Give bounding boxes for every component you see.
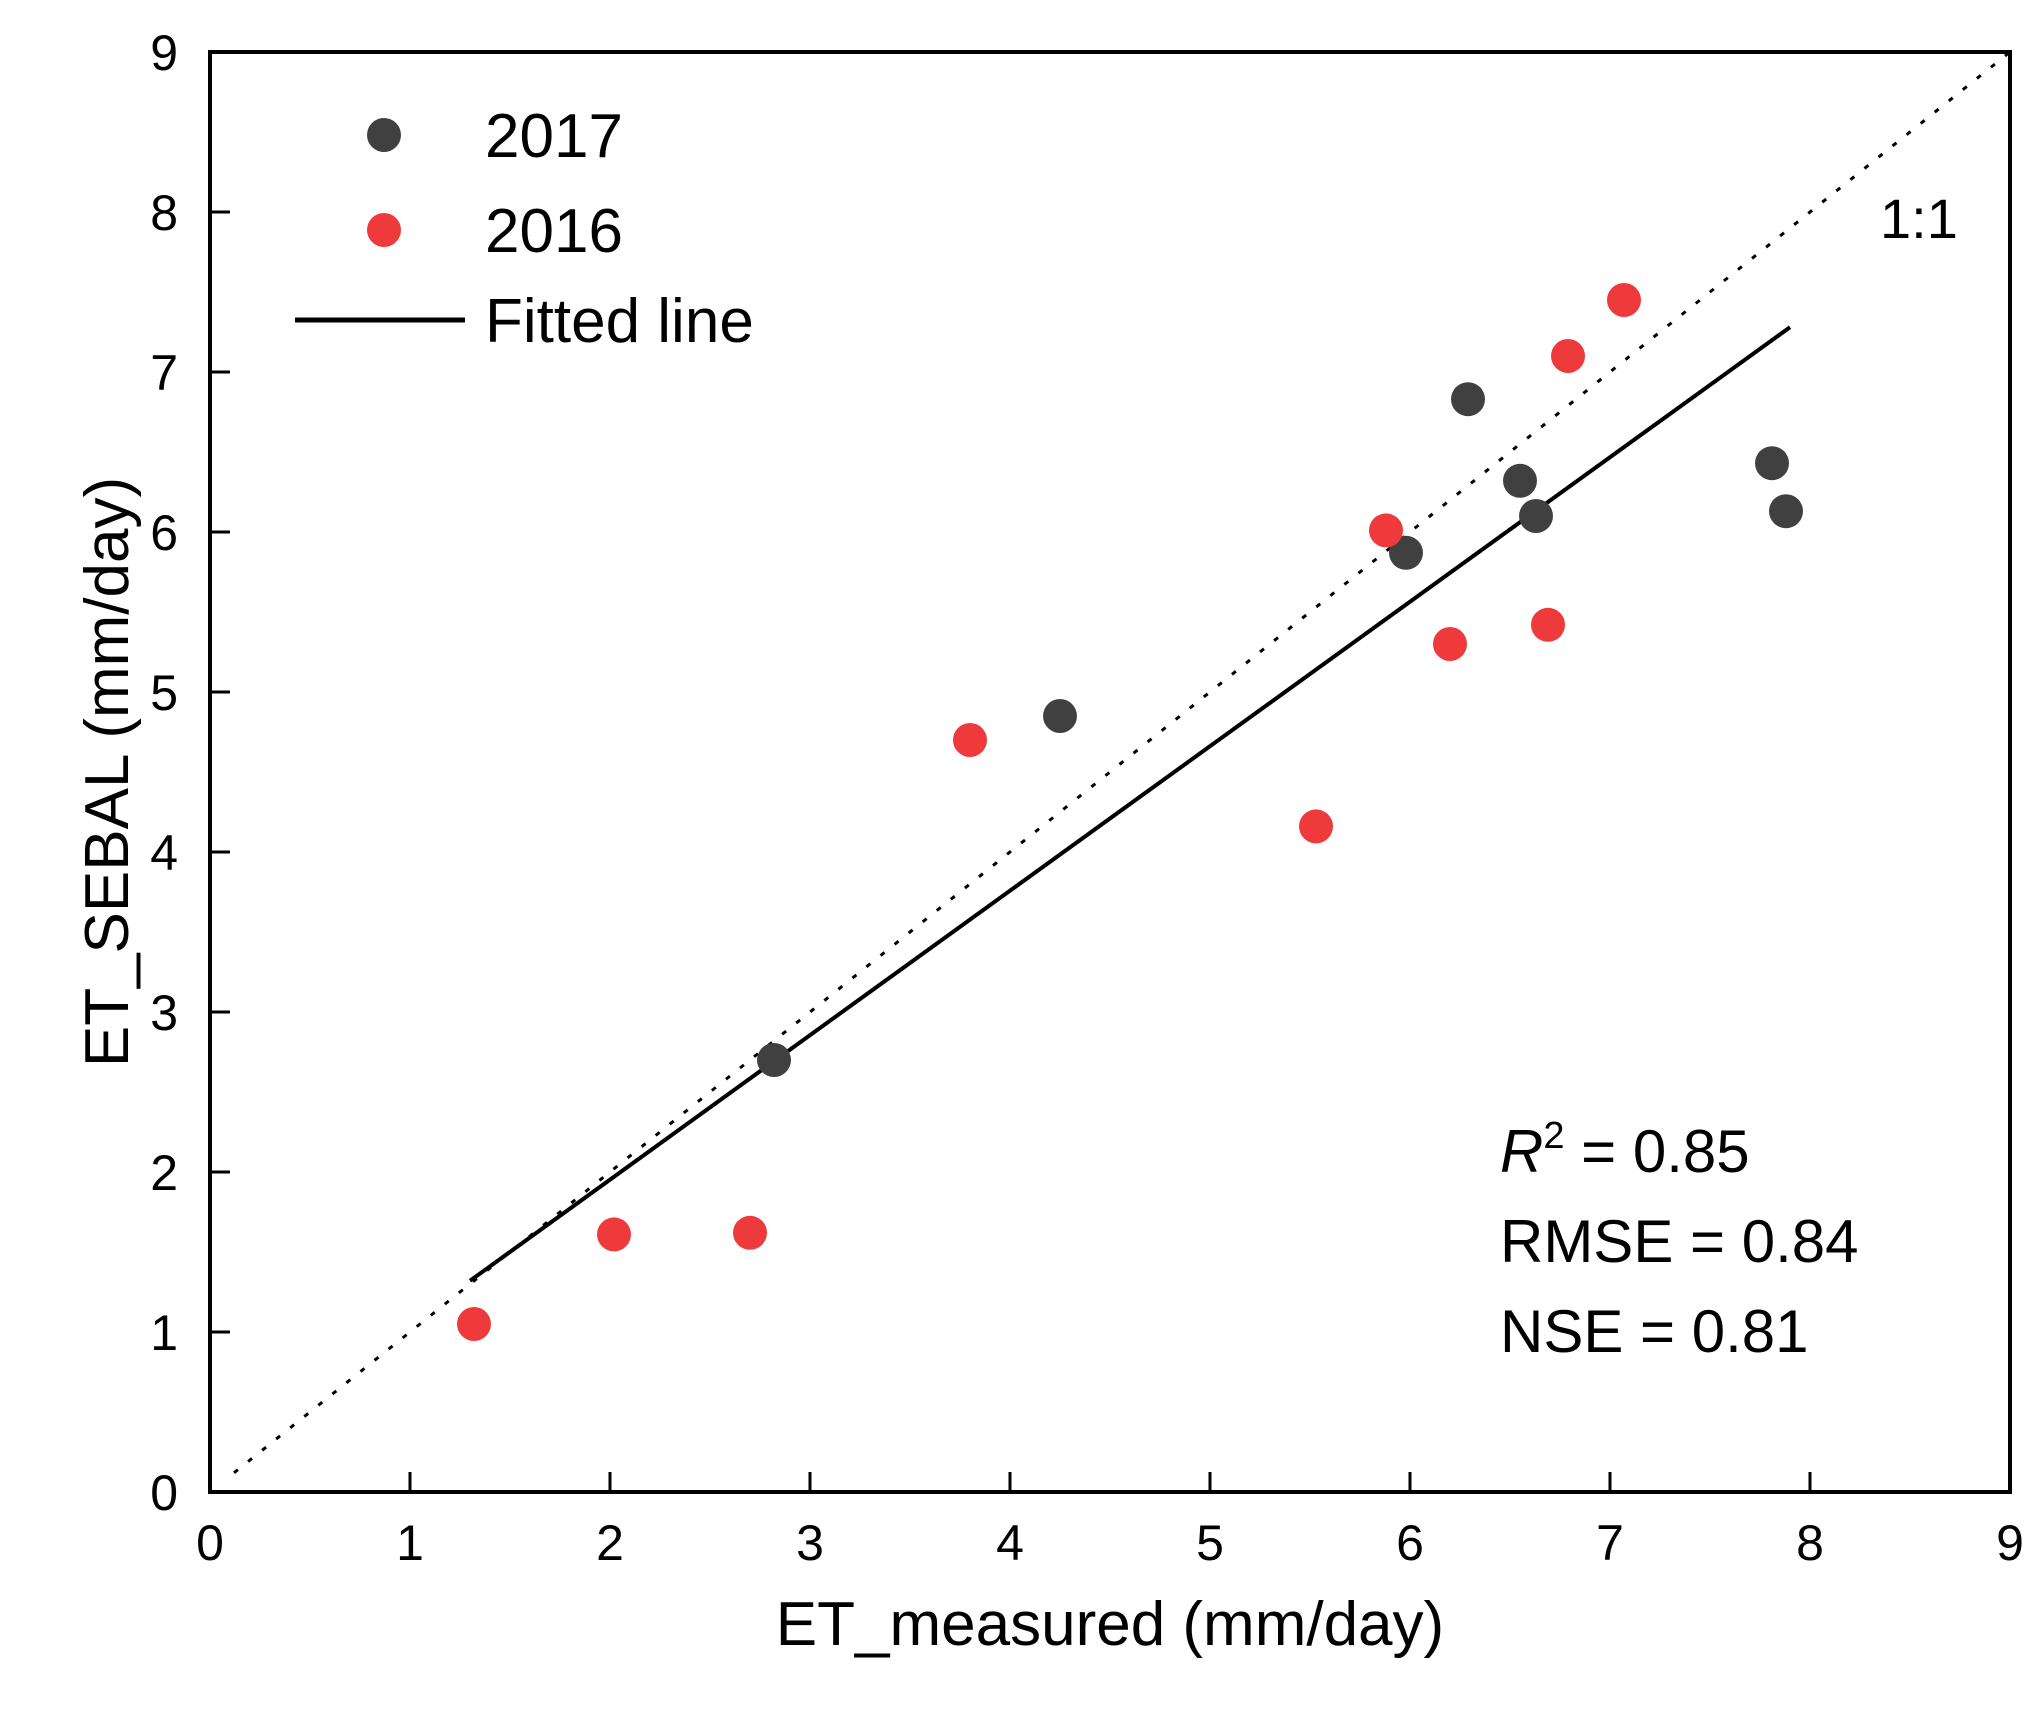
x-tick-label: 2	[596, 1515, 624, 1571]
y-axis-ticks: 0 1 2 3 4 5 6 7 8 9	[150, 25, 230, 1521]
data-point-2017	[1043, 699, 1077, 733]
data-point-2016	[1369, 513, 1403, 548]
x-tick-label: 4	[996, 1515, 1024, 1571]
x-tick-label: 0	[196, 1515, 224, 1571]
data-point-2017	[1503, 463, 1537, 498]
y-tick-label: 1	[150, 1305, 178, 1361]
data-point-2016	[457, 1307, 491, 1341]
plot-area	[208, 50, 2012, 1494]
reference-line-label: 1:1	[1880, 187, 1958, 250]
data-point-2016	[733, 1215, 767, 1250]
data-point-2017	[1755, 446, 1789, 481]
y-tick-label: 7	[150, 345, 178, 401]
x-tick-label: 5	[1196, 1515, 1224, 1571]
data-point-2017	[1389, 535, 1423, 570]
data-point-2016	[953, 723, 987, 757]
x-tick-label: 9	[1996, 1515, 2024, 1571]
data-point-2017	[1451, 382, 1485, 417]
data-point-2016	[1299, 809, 1333, 844]
x-tick-label: 8	[1796, 1515, 1824, 1571]
data-point-2016	[1531, 607, 1565, 642]
fitted-line	[468, 325, 1792, 1283]
x-axis-ticks: 0 1 2 3 4 5 6 7 8 9	[196, 1472, 2024, 1571]
legend: 2017 2016 Fitted line	[295, 102, 754, 356]
nse-stat: NSE = 0.81	[1500, 1298, 1809, 1365]
data-point-2017	[1519, 499, 1553, 533]
data-point-2016	[1551, 339, 1585, 373]
y-tick-label: 5	[150, 665, 178, 721]
x-tick-label: 3	[796, 1515, 824, 1571]
data-point-2017	[1769, 494, 1803, 529]
y-axis-label: ET_SEBAL (mm/day)	[73, 477, 142, 1067]
legend-marker-2017	[367, 118, 401, 152]
r-squared-symbol: R	[1500, 1118, 1543, 1185]
r-squared-value: = 0.85	[1564, 1118, 1749, 1185]
x-tick-label: 6	[1396, 1515, 1424, 1571]
x-tick-label: 7	[1596, 1515, 1624, 1571]
data-point-2017	[757, 1043, 791, 1077]
data-point-2016	[1607, 283, 1641, 317]
y-tick-label: 6	[150, 505, 178, 561]
data-points	[457, 283, 1803, 1341]
y-tick-label: 2	[150, 1145, 178, 1201]
x-axis-label: ET_measured (mm/day)	[776, 1590, 1444, 1659]
statistics-annotation: R2 = 0.85 RMSE = 0.84 NSE = 0.81	[1500, 1115, 1859, 1365]
legend-marker-2016	[367, 213, 401, 247]
y-tick-label: 8	[150, 185, 178, 241]
rmse-stat: RMSE = 0.84	[1500, 1208, 1859, 1275]
legend-label-2017: 2017	[485, 102, 623, 171]
r-squared-stat: R2 = 0.85	[1500, 1115, 1750, 1185]
legend-label-fitted-line: Fitted line	[485, 287, 754, 356]
y-tick-label: 0	[150, 1465, 178, 1521]
legend-label-2016: 2016	[485, 197, 623, 266]
r-squared-superscript: 2	[1543, 1115, 1564, 1157]
y-tick-label: 9	[150, 25, 178, 81]
data-point-2016	[597, 1217, 631, 1252]
y-tick-label: 4	[150, 825, 178, 881]
x-tick-label: 1	[396, 1515, 424, 1571]
data-point-2016	[1433, 627, 1467, 661]
y-tick-label: 3	[150, 985, 178, 1041]
